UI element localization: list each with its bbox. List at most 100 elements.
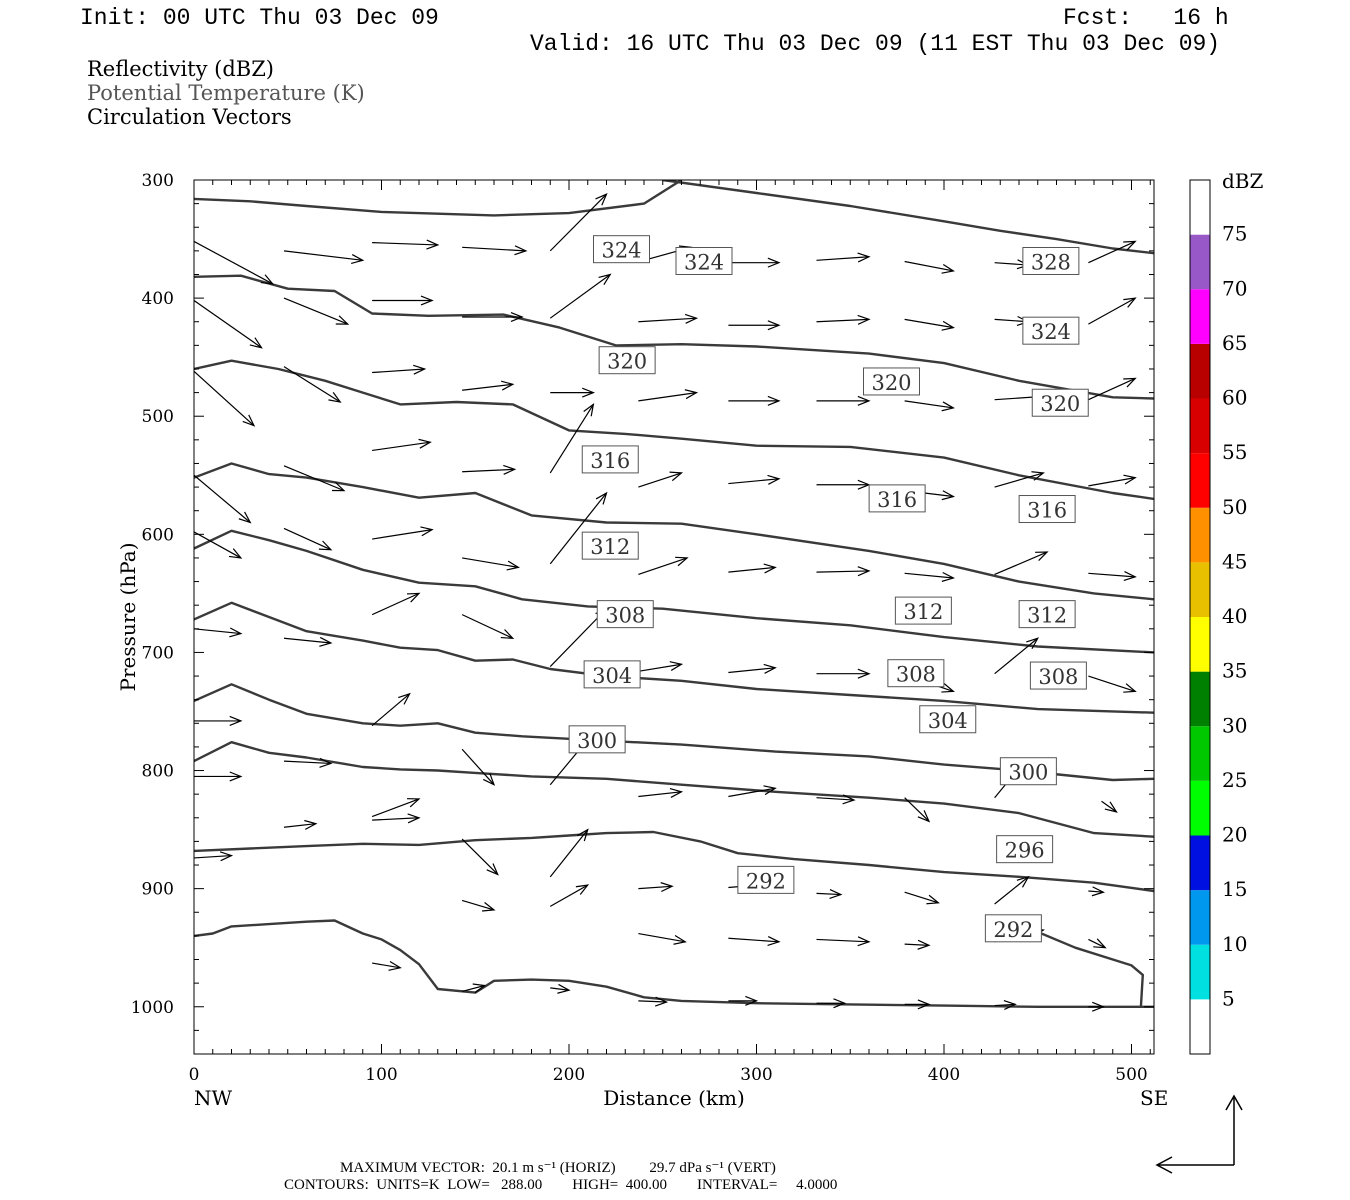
contour-label: 320: [1031, 388, 1089, 417]
vector-arrow: [904, 400, 955, 412]
contour-label: 320: [863, 367, 920, 396]
y-tick-label: 1000: [131, 998, 174, 1018]
vector-arrow: [904, 891, 940, 905]
vector-arrow: [372, 813, 421, 824]
vector-arrow: [462, 245, 528, 256]
vector-arrow: [372, 438, 432, 452]
theta-contours: [194, 180, 1154, 1008]
x-tick-label: 400: [928, 1065, 960, 1085]
vector-arrow: [194, 299, 263, 349]
axes: 0 100 200 300 400 500 300 400 500 600 700 800 900 100…: [131, 171, 1154, 1085]
vector-arrow: [994, 875, 1030, 905]
theta-contour-304: [194, 683, 1154, 782]
vector-arrow: [462, 311, 524, 323]
contour-label: 308: [1029, 661, 1087, 690]
vector-arrow: [904, 318, 955, 331]
contour-label-text: 308: [1038, 665, 1078, 689]
colorbar-level-label: 20: [1222, 823, 1247, 847]
vector-arrow: [462, 557, 520, 571]
vector-arrow: [904, 797, 931, 823]
contour-label: 292: [984, 914, 1042, 943]
contour-label: 292: [737, 865, 795, 894]
vector-arrow: [462, 380, 515, 391]
vector-arrow: [1088, 474, 1137, 487]
colorbar-level-label: 35: [1222, 659, 1247, 683]
vector-arrow: [1088, 571, 1137, 582]
theta-contour-292: [194, 919, 1154, 1008]
colorbar-band: [1190, 343, 1210, 399]
theta-contour-308: [194, 601, 1154, 714]
vector-arrow: [1101, 800, 1118, 813]
vector-arrow: [550, 983, 571, 994]
vector-arrow: [816, 252, 871, 263]
colorbar-band: [1190, 234, 1210, 290]
vector-arrow: [371, 592, 421, 616]
contour-label: 300: [568, 725, 626, 754]
colorbar-level-label: 30: [1222, 713, 1247, 737]
contour-label-text: 308: [896, 663, 936, 687]
vector-arrow: [816, 395, 871, 406]
vector-arrow: [372, 961, 402, 971]
contour-label-text: 296: [1005, 839, 1045, 863]
colorbar-band: [1190, 562, 1210, 617]
vector-arrow: [283, 819, 318, 830]
colorbar-band: [1190, 890, 1210, 945]
contour-label: 312: [894, 596, 952, 625]
vector-arrow: [372, 239, 440, 250]
contour-label-text: 320: [607, 350, 647, 374]
contour-label: 316: [1018, 495, 1076, 524]
vector-arrow: [638, 313, 699, 324]
max-vector-note: MAXIMUM VECTOR: 20.1 m s⁻¹ (HORIZ) 29.7 …: [340, 1160, 776, 1176]
y-tick-label: 700: [142, 643, 174, 663]
vector-arrow: [728, 320, 781, 331]
contour-label-text: 316: [877, 488, 917, 512]
contour-label-text: 300: [1008, 761, 1048, 785]
x-tick-label: 300: [740, 1065, 772, 1085]
x-tick-label: 200: [553, 1065, 585, 1085]
vector-arrow: [904, 999, 931, 1010]
y-tick-label: 900: [142, 880, 174, 900]
contour-label: 308: [596, 600, 654, 629]
vector-arrow: [461, 983, 487, 994]
theta-contour-328: [662, 180, 1154, 255]
contour-label-text: 312: [903, 600, 943, 624]
colorbar-title: dBZ: [1222, 169, 1264, 193]
vector-arrow: [1088, 938, 1107, 949]
y-tick-label: 400: [142, 289, 174, 309]
contour-label-text: 304: [592, 664, 632, 688]
field-vectors-label: Circulation Vectors: [87, 105, 292, 129]
x-end-label-left: NW: [194, 1086, 233, 1110]
vector-arrow: [549, 403, 595, 474]
theta-contour-296: [194, 830, 1154, 893]
contour-label-text: 316: [1027, 499, 1067, 523]
vector-arrow: [283, 465, 346, 492]
contour-info-note: CONTOURS: UNITS=K LOW= 288.00 HIGH= 400.…: [284, 1177, 838, 1193]
vector-arrow: [1088, 886, 1105, 897]
theta-contour-328: [194, 180, 683, 217]
contour-labels: 324 324 328 324 320 320 320 316 316 316 312 312 312 3…: [568, 235, 1089, 943]
vector-arrow: [728, 785, 777, 798]
colorbar-band: [1190, 453, 1210, 508]
vector-arrow: [904, 260, 955, 274]
vector-arrow: [549, 273, 612, 319]
colorbar-band: [1190, 180, 1210, 235]
vector-arrow: [194, 370, 256, 427]
vector-arrow: [728, 563, 777, 574]
vector-arrow: [283, 757, 333, 768]
vector-arrow: [994, 637, 1039, 675]
vector-arrow: [816, 314, 871, 325]
contour-label-text: 324: [684, 250, 724, 274]
contour-label: 296: [996, 835, 1054, 864]
vector-arrow: [816, 794, 856, 805]
colorbar-level-label: 65: [1222, 331, 1247, 355]
vector-arrow: [816, 889, 843, 900]
vector-arrow: [816, 936, 871, 947]
theta-contour-292: [1018, 922, 1145, 1007]
vector-arrow: [461, 748, 496, 786]
colorbar-band: [1190, 671, 1210, 727]
vector-arrow: [372, 364, 427, 375]
vector-arrow: [638, 661, 684, 672]
vector-arrow: [728, 663, 777, 674]
theta-contour-324: [194, 274, 1154, 400]
